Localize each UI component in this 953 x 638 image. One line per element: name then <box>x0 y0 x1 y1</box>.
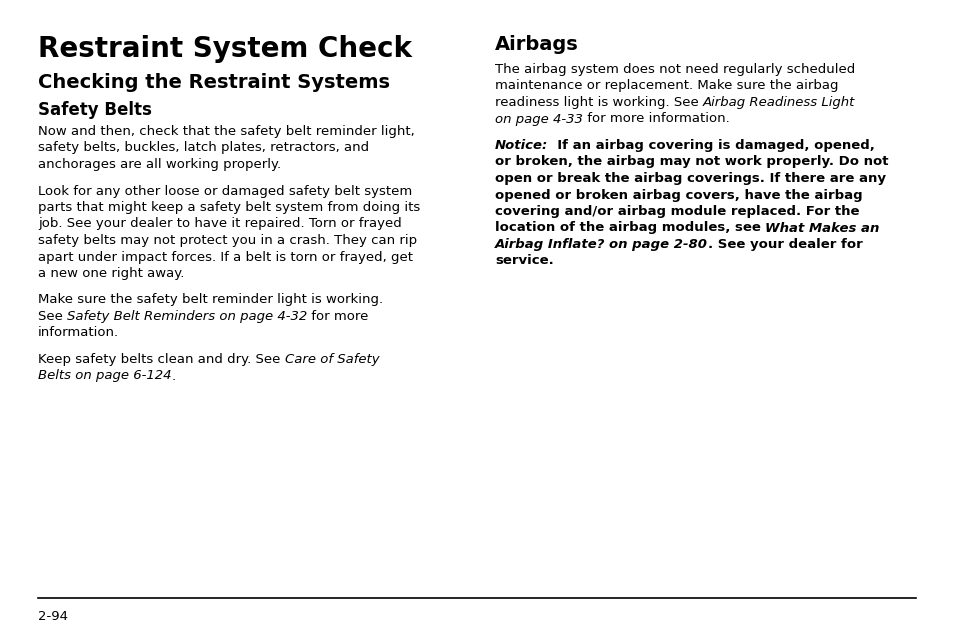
Text: Care of Safety: Care of Safety <box>284 353 379 366</box>
Text: Make sure the safety belt reminder light is working.: Make sure the safety belt reminder light… <box>38 293 383 306</box>
Text: readiness light is working. See: readiness light is working. See <box>495 96 702 109</box>
Text: Restraint System Check: Restraint System Check <box>38 35 412 63</box>
Text: .: . <box>172 369 175 383</box>
Text: Airbags: Airbags <box>495 35 578 54</box>
Text: What Makes an: What Makes an <box>764 221 879 235</box>
Text: Look for any other loose or damaged safety belt system: Look for any other loose or damaged safe… <box>38 184 412 198</box>
Text: Belts on page 6-124: Belts on page 6-124 <box>38 369 172 383</box>
Text: If an airbag covering is damaged, opened,: If an airbag covering is damaged, opened… <box>548 139 874 152</box>
Text: Airbag Inflate? on page 2-80: Airbag Inflate? on page 2-80 <box>495 238 707 251</box>
Text: Airbag Readiness Light: Airbag Readiness Light <box>702 96 855 109</box>
Text: location of the airbag modules, see: location of the airbag modules, see <box>495 221 764 235</box>
Text: on page 4-33: on page 4-33 <box>495 112 582 126</box>
Text: anchorages are all working properly.: anchorages are all working properly. <box>38 158 281 171</box>
Text: for more information.: for more information. <box>582 112 729 126</box>
Text: Now and then, check that the safety belt reminder light,: Now and then, check that the safety belt… <box>38 125 415 138</box>
Text: . See your dealer for: . See your dealer for <box>707 238 862 251</box>
Text: a new one right away.: a new one right away. <box>38 267 184 280</box>
Text: information.: information. <box>38 327 119 339</box>
Text: covering and/or airbag module replaced. For the: covering and/or airbag module replaced. … <box>495 205 859 218</box>
Text: Safety Belts: Safety Belts <box>38 101 152 119</box>
Text: safety belts may not protect you in a crash. They can rip: safety belts may not protect you in a cr… <box>38 234 416 247</box>
Text: job. See your dealer to have it repaired. Torn or frayed: job. See your dealer to have it repaired… <box>38 218 401 230</box>
Text: apart under impact forces. If a belt is torn or frayed, get: apart under impact forces. If a belt is … <box>38 251 413 263</box>
Text: open or break the airbag coverings. If there are any: open or break the airbag coverings. If t… <box>495 172 885 185</box>
Text: See: See <box>38 310 67 323</box>
Text: Checking the Restraint Systems: Checking the Restraint Systems <box>38 73 390 92</box>
Text: Safety Belt Reminders on page 4-32: Safety Belt Reminders on page 4-32 <box>67 310 307 323</box>
Text: Keep safety belts clean and dry. See: Keep safety belts clean and dry. See <box>38 353 284 366</box>
Text: or broken, the airbag may not work properly. Do not: or broken, the airbag may not work prope… <box>495 156 887 168</box>
Text: for more: for more <box>307 310 369 323</box>
Text: The airbag system does not need regularly scheduled: The airbag system does not need regularl… <box>495 63 854 76</box>
Text: safety belts, buckles, latch plates, retractors, and: safety belts, buckles, latch plates, ret… <box>38 142 369 154</box>
Text: Notice:: Notice: <box>495 139 548 152</box>
Text: maintenance or replacement. Make sure the airbag: maintenance or replacement. Make sure th… <box>495 80 838 93</box>
Text: 2-94: 2-94 <box>38 610 68 623</box>
Text: service.: service. <box>495 255 553 267</box>
Text: parts that might keep a safety belt system from doing its: parts that might keep a safety belt syst… <box>38 201 420 214</box>
Text: opened or broken airbag covers, have the airbag: opened or broken airbag covers, have the… <box>495 188 862 202</box>
